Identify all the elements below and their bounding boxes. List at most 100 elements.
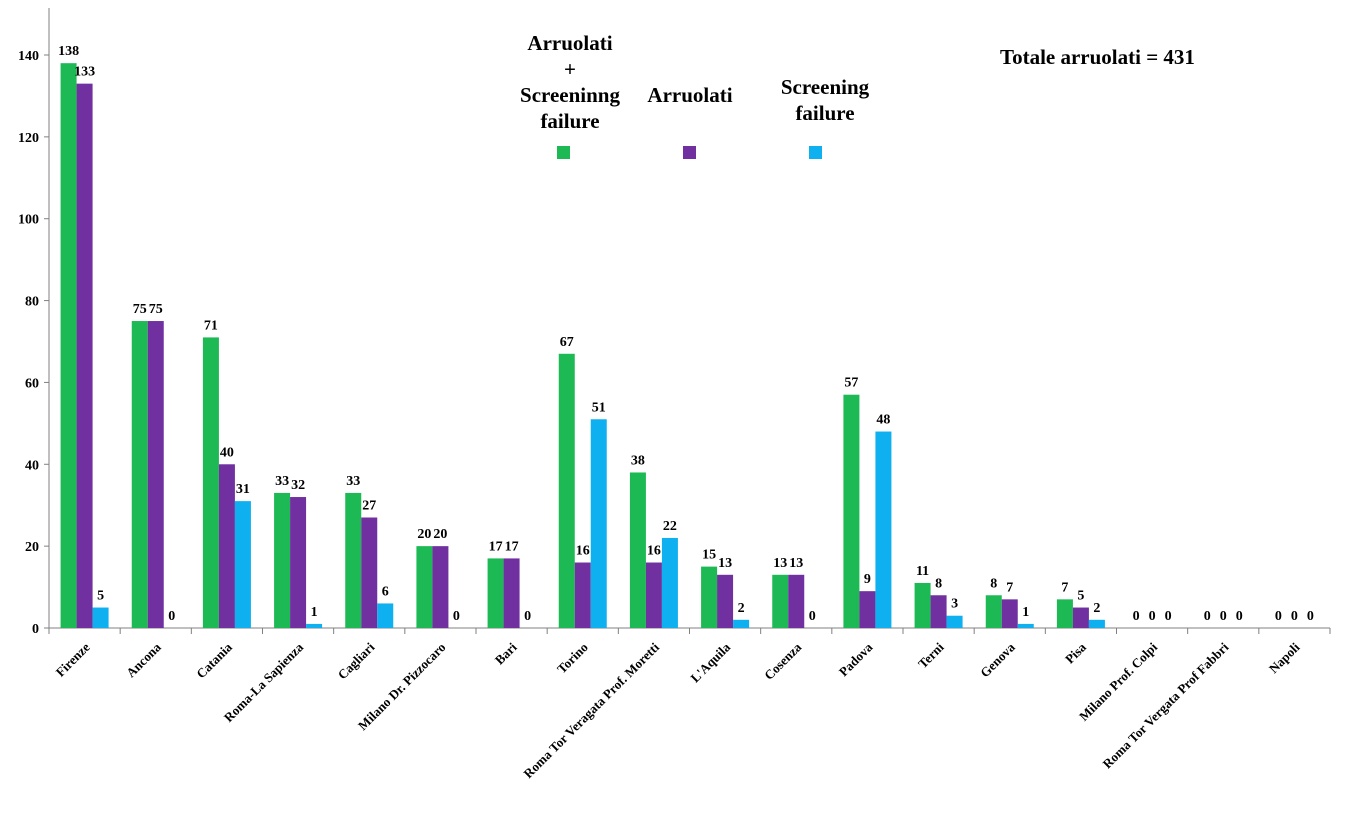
x-tick-label: Roma Tor Veragata Prof. Moretti: [520, 639, 662, 781]
bar: [234, 501, 251, 628]
data-label: 5: [1077, 589, 1084, 604]
data-label: 17: [505, 539, 519, 554]
x-tick-label: Ancona: [123, 639, 164, 680]
bar: [859, 591, 876, 628]
bar: [306, 623, 323, 628]
bar: [1001, 599, 1018, 628]
y-tick-label: 20: [25, 540, 39, 555]
bar: [218, 464, 235, 628]
bar: [985, 595, 1002, 628]
x-tick-label: Cagliari: [335, 639, 378, 682]
data-label: 0: [1133, 609, 1140, 624]
data-label: 67: [560, 335, 574, 350]
bar: [733, 619, 750, 628]
x-tick-label: Torino: [554, 640, 591, 677]
data-label: 32: [291, 478, 305, 493]
bar: [1017, 623, 1034, 628]
y-tick-label: 120: [18, 131, 39, 146]
data-label: 6: [382, 584, 389, 599]
bar: [274, 492, 291, 628]
bar: [290, 497, 307, 628]
data-label: 0: [1149, 609, 1156, 624]
data-label: 71: [204, 318, 218, 333]
data-label: 7: [1006, 580, 1013, 595]
bar: [345, 492, 362, 628]
bar: [946, 615, 963, 628]
data-label: 0: [809, 609, 816, 624]
y-tick-label: 140: [18, 49, 39, 64]
data-label: 0: [1291, 609, 1298, 624]
data-label: 13: [789, 556, 803, 571]
data-label: 38: [631, 453, 645, 468]
bar: [930, 595, 947, 628]
data-label: 138: [58, 44, 79, 59]
data-label: 0: [524, 609, 531, 624]
bar: [1088, 619, 1105, 628]
data-label: 48: [876, 413, 890, 428]
legend-label-series-2: Arruolati: [647, 83, 733, 107]
x-tick-label: Catania: [193, 639, 235, 681]
data-label: 8: [935, 576, 942, 591]
bar: [147, 321, 164, 628]
data-label: 2: [1093, 601, 1100, 616]
y-tick-label: 0: [32, 622, 39, 637]
y-tick-label: 80: [25, 295, 39, 310]
data-label: 75: [149, 302, 163, 317]
data-label: 0: [453, 609, 460, 624]
data-label: 0: [1307, 609, 1314, 624]
data-label: 9: [864, 572, 871, 587]
bar: [914, 582, 931, 628]
data-label: 20: [433, 527, 447, 542]
bar: [629, 472, 646, 628]
bar: [432, 546, 449, 628]
data-label: 133: [74, 65, 95, 80]
x-tick-label: L'Aquila: [687, 639, 733, 685]
data-label: 57: [844, 376, 858, 391]
data-label: 27: [362, 498, 376, 513]
x-tick-label: Firenze: [53, 639, 93, 679]
data-label: 33: [275, 474, 289, 489]
bar: [60, 63, 77, 628]
bar: [202, 337, 219, 628]
bar: [1072, 607, 1089, 628]
y-tick-label: 60: [25, 376, 39, 391]
bar: [772, 574, 789, 628]
total-annotation: Totale arruolati = 431: [1000, 45, 1195, 69]
y-tick-label: 40: [25, 458, 39, 473]
data-label: 0: [1275, 609, 1282, 624]
data-label: 2: [738, 601, 745, 616]
data-label: 5: [97, 589, 104, 604]
bar: [645, 562, 662, 628]
bar: [503, 558, 520, 628]
bar: [875, 431, 892, 628]
data-label: 11: [916, 564, 929, 579]
x-tick-label: Milano Prof. Colpi: [1076, 639, 1161, 724]
data-label: 0: [1204, 609, 1211, 624]
bar: [1056, 599, 1073, 628]
data-label: 1: [311, 605, 318, 620]
legend-swatch-series-1: [557, 146, 570, 159]
bar: [717, 574, 734, 628]
data-label: 75: [133, 302, 147, 317]
data-label: 0: [168, 609, 175, 624]
data-label: 17: [489, 539, 503, 554]
data-label: 1: [1022, 605, 1029, 620]
bar: [590, 419, 607, 628]
bar: [487, 558, 504, 628]
x-tick-label: Pisa: [1062, 639, 1089, 666]
data-label: 16: [576, 544, 590, 559]
x-tick-label: Napoli: [1266, 639, 1303, 676]
bar: [377, 603, 394, 628]
bar: [701, 566, 718, 628]
data-label: 13: [718, 556, 732, 571]
data-label: 51: [592, 400, 606, 415]
data-label: 13: [773, 556, 787, 571]
bar: [558, 353, 575, 628]
data-label: 0: [1236, 609, 1243, 624]
legend-label-series-3: Screening failure: [780, 75, 870, 125]
bar: [76, 83, 93, 628]
data-label: 15: [702, 548, 716, 563]
x-tick-label: Bari: [492, 639, 520, 667]
bar: [131, 321, 148, 628]
